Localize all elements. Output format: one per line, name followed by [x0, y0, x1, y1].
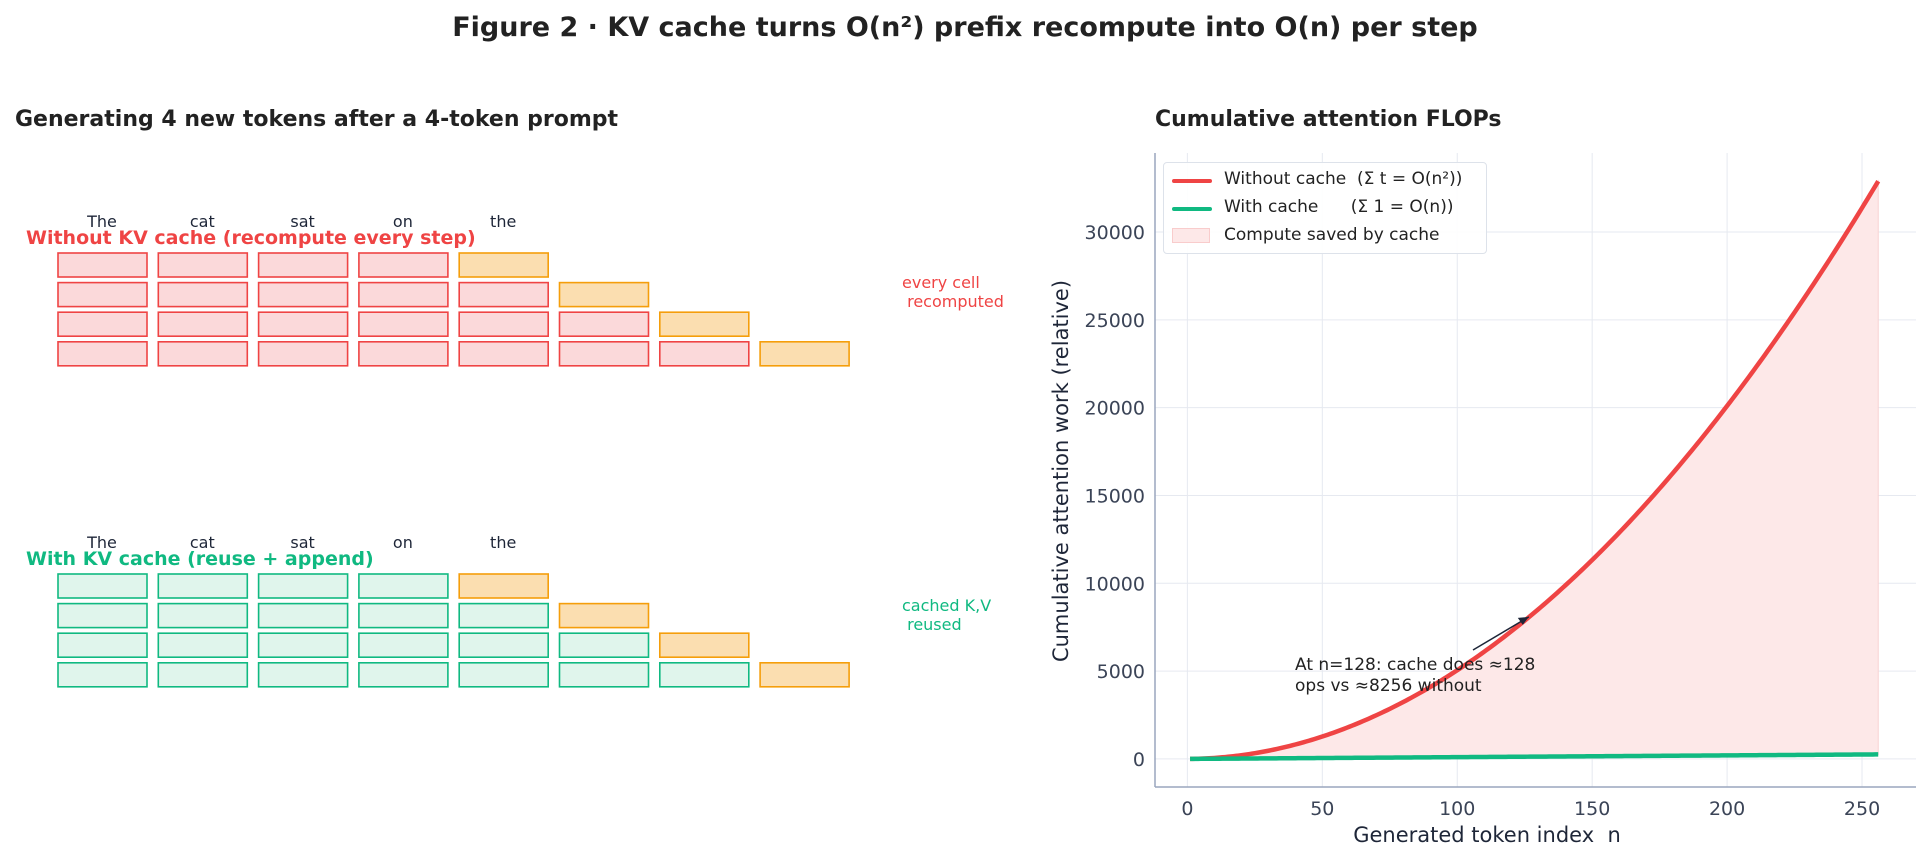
cached-cell [358, 573, 449, 599]
token-label: cat [189, 212, 215, 231]
figure-title: Figure 2 · KV cache turns O(n²) prefix r… [452, 12, 1478, 43]
new-token-cell [658, 311, 750, 338]
token-label: the [490, 212, 517, 231]
with-cache-line [1190, 752, 1879, 762]
cached-cell [257, 573, 349, 599]
token-label: on [392, 212, 413, 231]
new-token-cell [759, 661, 850, 688]
chart-title: Cumulative attention FLOPs [1155, 107, 1502, 132]
cached-cell [458, 632, 550, 659]
y-axis-label: Cumulative attention work (relative) [1049, 279, 1073, 663]
y-tick-label: 30000 [1085, 222, 1145, 244]
x-tick-label: 200 [1709, 798, 1745, 820]
token-label: The [87, 533, 117, 552]
recomputed-cell [57, 340, 148, 367]
y-tick-label: 0 [1133, 749, 1145, 771]
new-token-cell [558, 281, 650, 308]
without-cache-label: Without KV cache (recompute every step) [26, 227, 476, 249]
legend-swatch-fill [1172, 228, 1210, 243]
recomputed-cell [157, 252, 249, 278]
cached-cell [157, 602, 249, 629]
recomputed-cell [358, 252, 449, 278]
recomputed-cell [358, 311, 449, 338]
annotation-arrow [1472, 616, 1530, 651]
x-axis-label: Generated token index n [1353, 823, 1621, 847]
legend-fill: Compute saved by cache [1224, 225, 1440, 245]
recomputed-cell [57, 252, 148, 278]
cached-cell [257, 661, 349, 688]
cached-cell [458, 661, 550, 688]
token-label: The [87, 212, 117, 231]
cached-cell [658, 661, 750, 688]
with-cache-note: cached K,V reused [902, 596, 992, 634]
new-token-cell [458, 573, 550, 599]
cached-cell [257, 602, 349, 629]
y-tick-label: 15000 [1085, 485, 1145, 507]
new-token-cell [458, 252, 550, 278]
legend-swatch-without [1172, 179, 1212, 183]
y-tick-label: 10000 [1085, 573, 1145, 595]
x-tick-label: 250 [1844, 798, 1880, 820]
y-tick-label: 25000 [1085, 310, 1145, 332]
recomputed-cell [257, 281, 349, 308]
recomputed-cell [458, 281, 550, 308]
token-label: sat [290, 212, 315, 231]
cached-cell [157, 573, 249, 599]
cached-cell [57, 573, 148, 599]
recomputed-cell [458, 340, 550, 367]
new-token-cell [658, 632, 750, 659]
y-tick-label: 20000 [1085, 398, 1145, 420]
token-label: sat [290, 533, 315, 552]
without-cache-note: every cell recomputed [902, 273, 1004, 311]
recomputed-cell [558, 311, 650, 338]
x-tick-label: 50 [1310, 798, 1334, 820]
cached-cell [358, 661, 449, 688]
cached-cell [57, 602, 148, 629]
legend-with: With cache (Σ 1 = O(n)) [1224, 197, 1454, 217]
with-cache-label: With KV cache (reuse + append) [26, 548, 374, 570]
arrow-head-icon [1517, 616, 1529, 625]
legend: Without cache (Σ t = O(n²)) With cache (… [1163, 162, 1487, 254]
cached-cell [57, 632, 148, 659]
x-tick-label: 100 [1439, 798, 1475, 820]
token-label: the [490, 533, 517, 552]
cached-cell [558, 632, 650, 659]
token-label: on [392, 533, 413, 552]
recomputed-cell [157, 311, 249, 338]
recomputed-cell [157, 281, 249, 308]
cached-cell [157, 661, 249, 688]
x-tick-label: 0 [1181, 798, 1193, 820]
recomputed-cell [658, 340, 750, 367]
cached-cell [358, 632, 449, 659]
recomputed-cell [358, 281, 449, 308]
chart-annotation: At n=128: cache does ≈128 ops vs ≈8256 w… [1295, 655, 1536, 696]
recomputed-cell [57, 311, 148, 338]
left-panel-title: Generating 4 new tokens after a 4-token … [15, 107, 619, 132]
recomputed-cell [458, 311, 550, 338]
cached-cell [157, 632, 249, 659]
recomputed-cell [57, 281, 148, 308]
recomputed-cell [257, 252, 349, 278]
new-token-cell [558, 602, 650, 629]
recomputed-cell [358, 340, 449, 367]
x-tick-label: 150 [1574, 798, 1610, 820]
token-label: cat [189, 533, 215, 552]
recomputed-cell [257, 311, 349, 338]
new-token-cell [759, 340, 850, 367]
cached-cell [458, 602, 550, 629]
recomputed-cell [257, 340, 349, 367]
without-cache-line [1190, 180, 1881, 762]
recomputed-cell [157, 340, 249, 367]
cached-cell [57, 661, 148, 688]
cached-cell [257, 632, 349, 659]
legend-swatch-with [1172, 207, 1212, 211]
legend-without: Without cache (Σ t = O(n²)) [1224, 169, 1463, 189]
y-tick-label: 5000 [1097, 661, 1145, 683]
cached-cell [358, 602, 449, 629]
cached-cell [558, 661, 650, 688]
recomputed-cell [558, 340, 650, 367]
